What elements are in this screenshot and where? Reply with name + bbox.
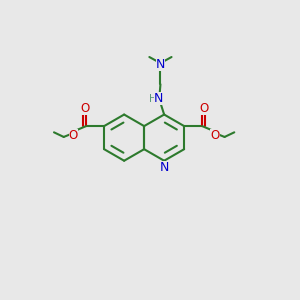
Text: O: O — [69, 129, 78, 142]
Text: N: N — [160, 161, 169, 174]
Text: O: O — [211, 129, 220, 142]
Text: O: O — [80, 102, 89, 115]
Text: N: N — [156, 58, 165, 71]
Text: O: O — [199, 102, 208, 115]
Text: H: H — [149, 94, 157, 104]
Text: N: N — [154, 92, 164, 105]
